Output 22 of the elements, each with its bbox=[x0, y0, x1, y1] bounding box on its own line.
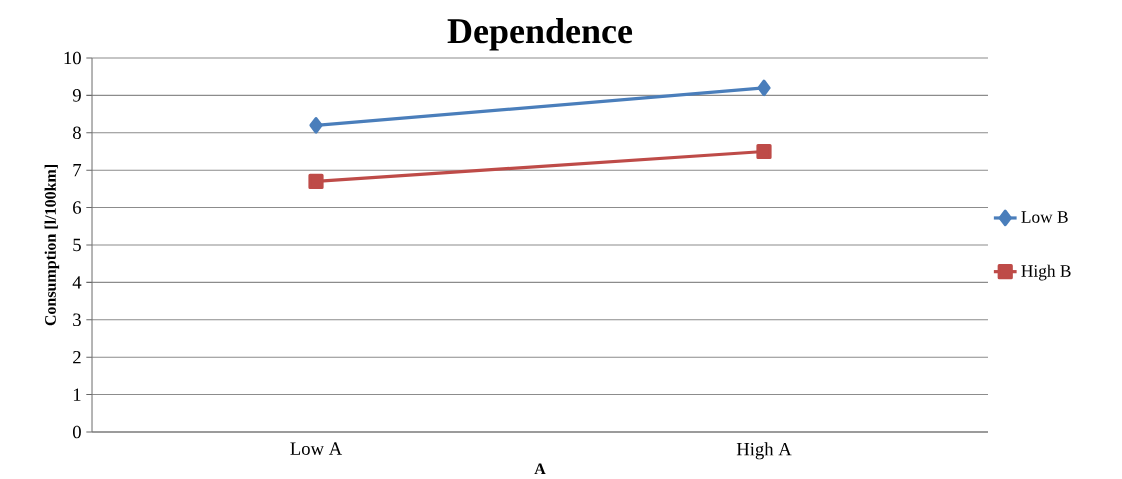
y-tick-label: 1 bbox=[73, 388, 81, 401]
chart-title: Dependence bbox=[447, 18, 633, 51]
legend-label: High B bbox=[1021, 264, 1071, 281]
point bbox=[309, 117, 323, 134]
point bbox=[757, 79, 771, 97]
y-tick-label: 5 bbox=[73, 238, 81, 252]
point bbox=[308, 174, 324, 190]
y-tick-label: 6 bbox=[73, 201, 82, 215]
y-tick-label: 0 bbox=[72, 425, 81, 439]
y-tick-label: 3 bbox=[73, 313, 81, 327]
point bbox=[756, 144, 772, 160]
y-tick-label: 2 bbox=[73, 351, 81, 364]
x-tick-label: Low A bbox=[290, 442, 343, 456]
y-tick-label: 8 bbox=[72, 126, 81, 140]
y-tick-label: 9 bbox=[72, 89, 81, 102]
x-axis-title: A bbox=[534, 463, 546, 475]
y-tick-label: 4 bbox=[72, 276, 82, 289]
y-tick-label: 10 bbox=[64, 51, 81, 65]
y-axis-title: Consumption [l/100km] bbox=[44, 165, 60, 326]
x-tick-label: High A bbox=[736, 442, 792, 460]
legend-label: Low B bbox=[1021, 211, 1068, 224]
y-tick-label: 7 bbox=[73, 164, 82, 177]
